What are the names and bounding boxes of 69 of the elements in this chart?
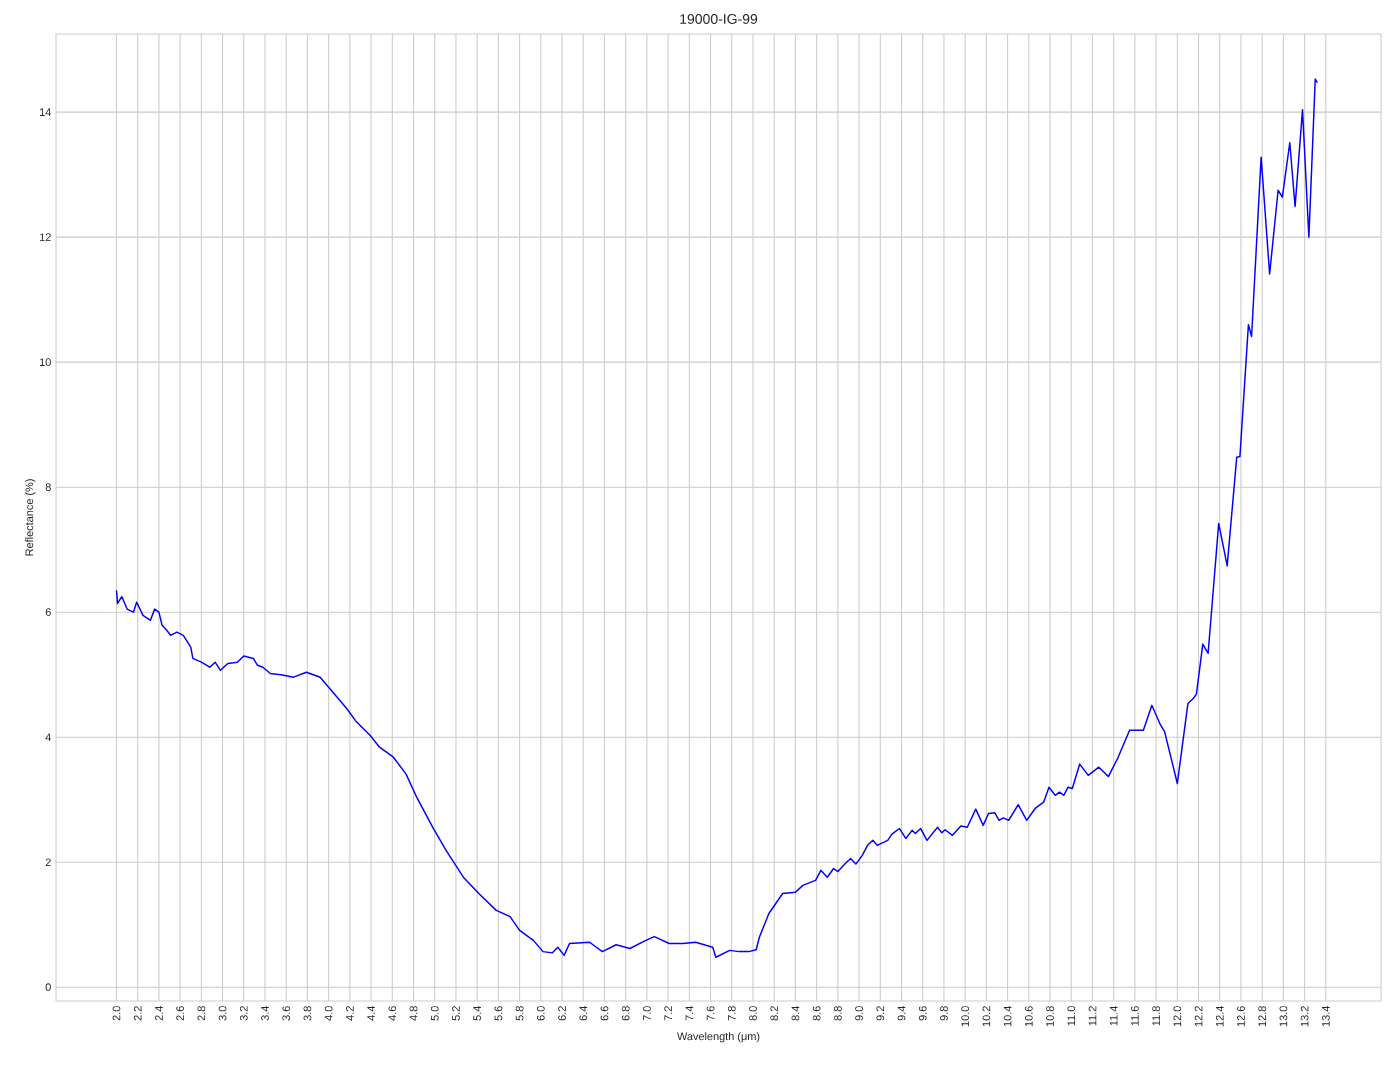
x-tick-label: 7.4 [685,1006,694,1021]
x-tick-label: 6.0 [536,1006,545,1021]
x-tick-label: 5.2 [452,1006,460,1021]
x-tick-label: 10.2 [982,1006,991,1027]
x-tick-label: 2.0 [112,1006,121,1021]
x-tick-label: 5.6 [494,1006,503,1021]
x-tick-label: 6.2 [558,1006,566,1021]
x-tick-label: 9.6 [918,1006,927,1021]
x-tick-label: 3.2 [239,1006,248,1021]
x-tick-label: 9.4 [897,1006,906,1021]
x-tick-label: 10.4 [1003,1006,1012,1027]
x-tick-label: 8.4 [791,1006,800,1021]
x-tick-label: 10.0 [961,1006,970,1027]
x-tick-label: 4.2 [346,1006,354,1021]
y-tick-label: 4 [45,733,51,741]
x-tick-label: 3.0 [218,1006,227,1021]
y-tick-label: 12 [39,233,51,241]
y-tick-label: 6 [45,608,51,617]
chart-title: 19000-IG-99 [680,14,758,24]
y-tick-label: 8 [45,483,51,492]
x-tick-label: 12.0 [1173,1006,1182,1027]
x-tick-label: 5.4 [473,1006,481,1021]
x-tick-label: 11.4 [1109,1006,1118,1026]
x-axis-title: Wavelength (μm) [677,1032,760,1043]
x-tick-label: 6.8 [621,1006,630,1021]
x-tick-label: 7.2 [664,1006,672,1021]
x-tick-label: 8.6 [812,1006,821,1021]
x-tick-label: 11.2 [1088,1006,1097,1026]
x-tick-label: 12.2 [1194,1006,1203,1027]
x-tick-label: 10.6 [1024,1006,1033,1027]
x-tick-label: 11.6 [1131,1006,1139,1026]
y-tick-label: 14 [39,108,51,116]
x-tick-label: 2.8 [197,1006,206,1021]
x-tick-label: 4.6 [388,1006,397,1021]
x-tick-label: 10.8 [1046,1006,1054,1027]
y-axis-title: Reflectance (%) [25,479,36,556]
y-tick-label: 10 [39,358,51,367]
x-tick-label: 12.6 [1237,1006,1245,1027]
x-tick-label: 13.2 [1300,1006,1309,1027]
x-tick-label: 7.8 [727,1006,736,1021]
x-tick-label: 8.0 [749,1006,757,1021]
x-tick-label: 3.8 [303,1006,312,1021]
x-tick-label: 7.0 [643,1006,651,1021]
x-tick-label: 11.8 [1152,1006,1160,1026]
x-tick-label: 12.4 [1215,1006,1224,1027]
x-tick-label: 11.0 [1067,1006,1076,1026]
x-tick-label: 4.4 [367,1006,375,1021]
x-tick-label: 3.6 [282,1006,291,1021]
x-tick-label: 3.4 [261,1006,269,1021]
x-tick-label: 5.8 [515,1006,524,1021]
x-tick-label: 8.8 [833,1006,842,1021]
x-tick-label: 9.0 [855,1006,863,1021]
x-tick-label: 13.0 [1279,1006,1288,1027]
x-tick-label: 8.2 [770,1006,779,1021]
x-tick-label: 4.0 [324,1006,333,1021]
x-tick-label: 12.8 [1258,1006,1267,1027]
x-tick-label: 6.4 [579,1006,588,1021]
x-tick-label: 2.4 [155,1006,163,1021]
x-tick-label: 6.6 [600,1006,609,1021]
x-tick-label: 9.8 [940,1006,948,1021]
x-tick-label: 2.2 [133,1006,142,1021]
x-tick-label: 4.8 [409,1006,418,1021]
x-tick-label: 2.6 [176,1006,184,1021]
x-tick-label: 7.6 [706,1006,715,1021]
x-tick-label: 9.2 [876,1006,885,1021]
x-tick-label: 13.4 [1321,1006,1330,1027]
y-tick-label: 2 [45,858,51,867]
x-tick-label: 5.0 [430,1006,439,1021]
y-tick-label: 0 [45,983,51,992]
